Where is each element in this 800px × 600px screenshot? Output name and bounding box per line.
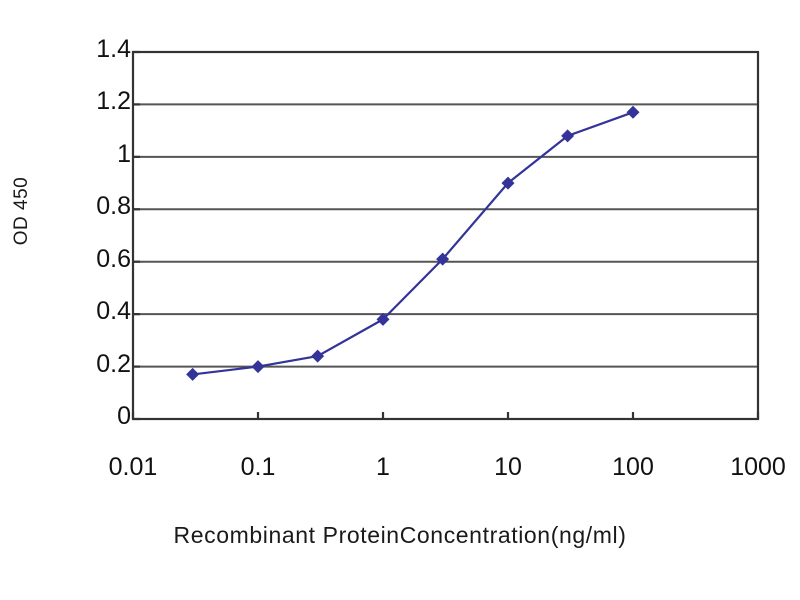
series-markers-group <box>186 105 640 381</box>
y-axis-tick-label: 0 <box>117 402 131 430</box>
data-point-marker <box>376 312 390 326</box>
gridlines-group <box>133 103 758 368</box>
y-axis-tick-label: 1.2 <box>96 87 131 116</box>
series-line-group <box>192 111 634 376</box>
data-point-marker <box>186 367 200 381</box>
series-line <box>192 111 634 376</box>
x-axis-tick-label: 0.01 <box>108 453 158 481</box>
data-point-marker <box>501 176 515 190</box>
y-axis-tick-label: 0.2 <box>96 349 131 378</box>
x-axis-ticks-group <box>131 412 760 419</box>
data-point-marker <box>561 129 575 143</box>
y-axis-tick-label: 0.8 <box>96 192 131 221</box>
y-axis-tick-label: 0.6 <box>96 244 131 273</box>
x-axis-tick-label: 100 <box>612 453 654 481</box>
plot-border <box>131 50 760 421</box>
y-axis-ticks-group <box>133 50 140 421</box>
x-axis-tick-label: 1 <box>376 453 390 481</box>
y-axis-tick-label: 0.4 <box>96 297 131 326</box>
plot-frame <box>131 50 760 421</box>
y-axis-tick-label: 1.4 <box>96 35 131 63</box>
x-axis-title: Recombinant ProteinConcentration(ng/ml) <box>173 522 627 548</box>
x-axis-tick-label: 0.1 <box>240 453 276 481</box>
y-axis-tick-label: 1 <box>117 139 131 168</box>
x-axis-tick-label: 1000 <box>730 453 786 481</box>
data-point-marker <box>626 105 640 119</box>
x-axis-tick-label: 10 <box>494 453 522 481</box>
data-point-marker <box>251 360 265 374</box>
data-point-marker <box>436 252 450 266</box>
data-point-marker <box>311 349 325 363</box>
